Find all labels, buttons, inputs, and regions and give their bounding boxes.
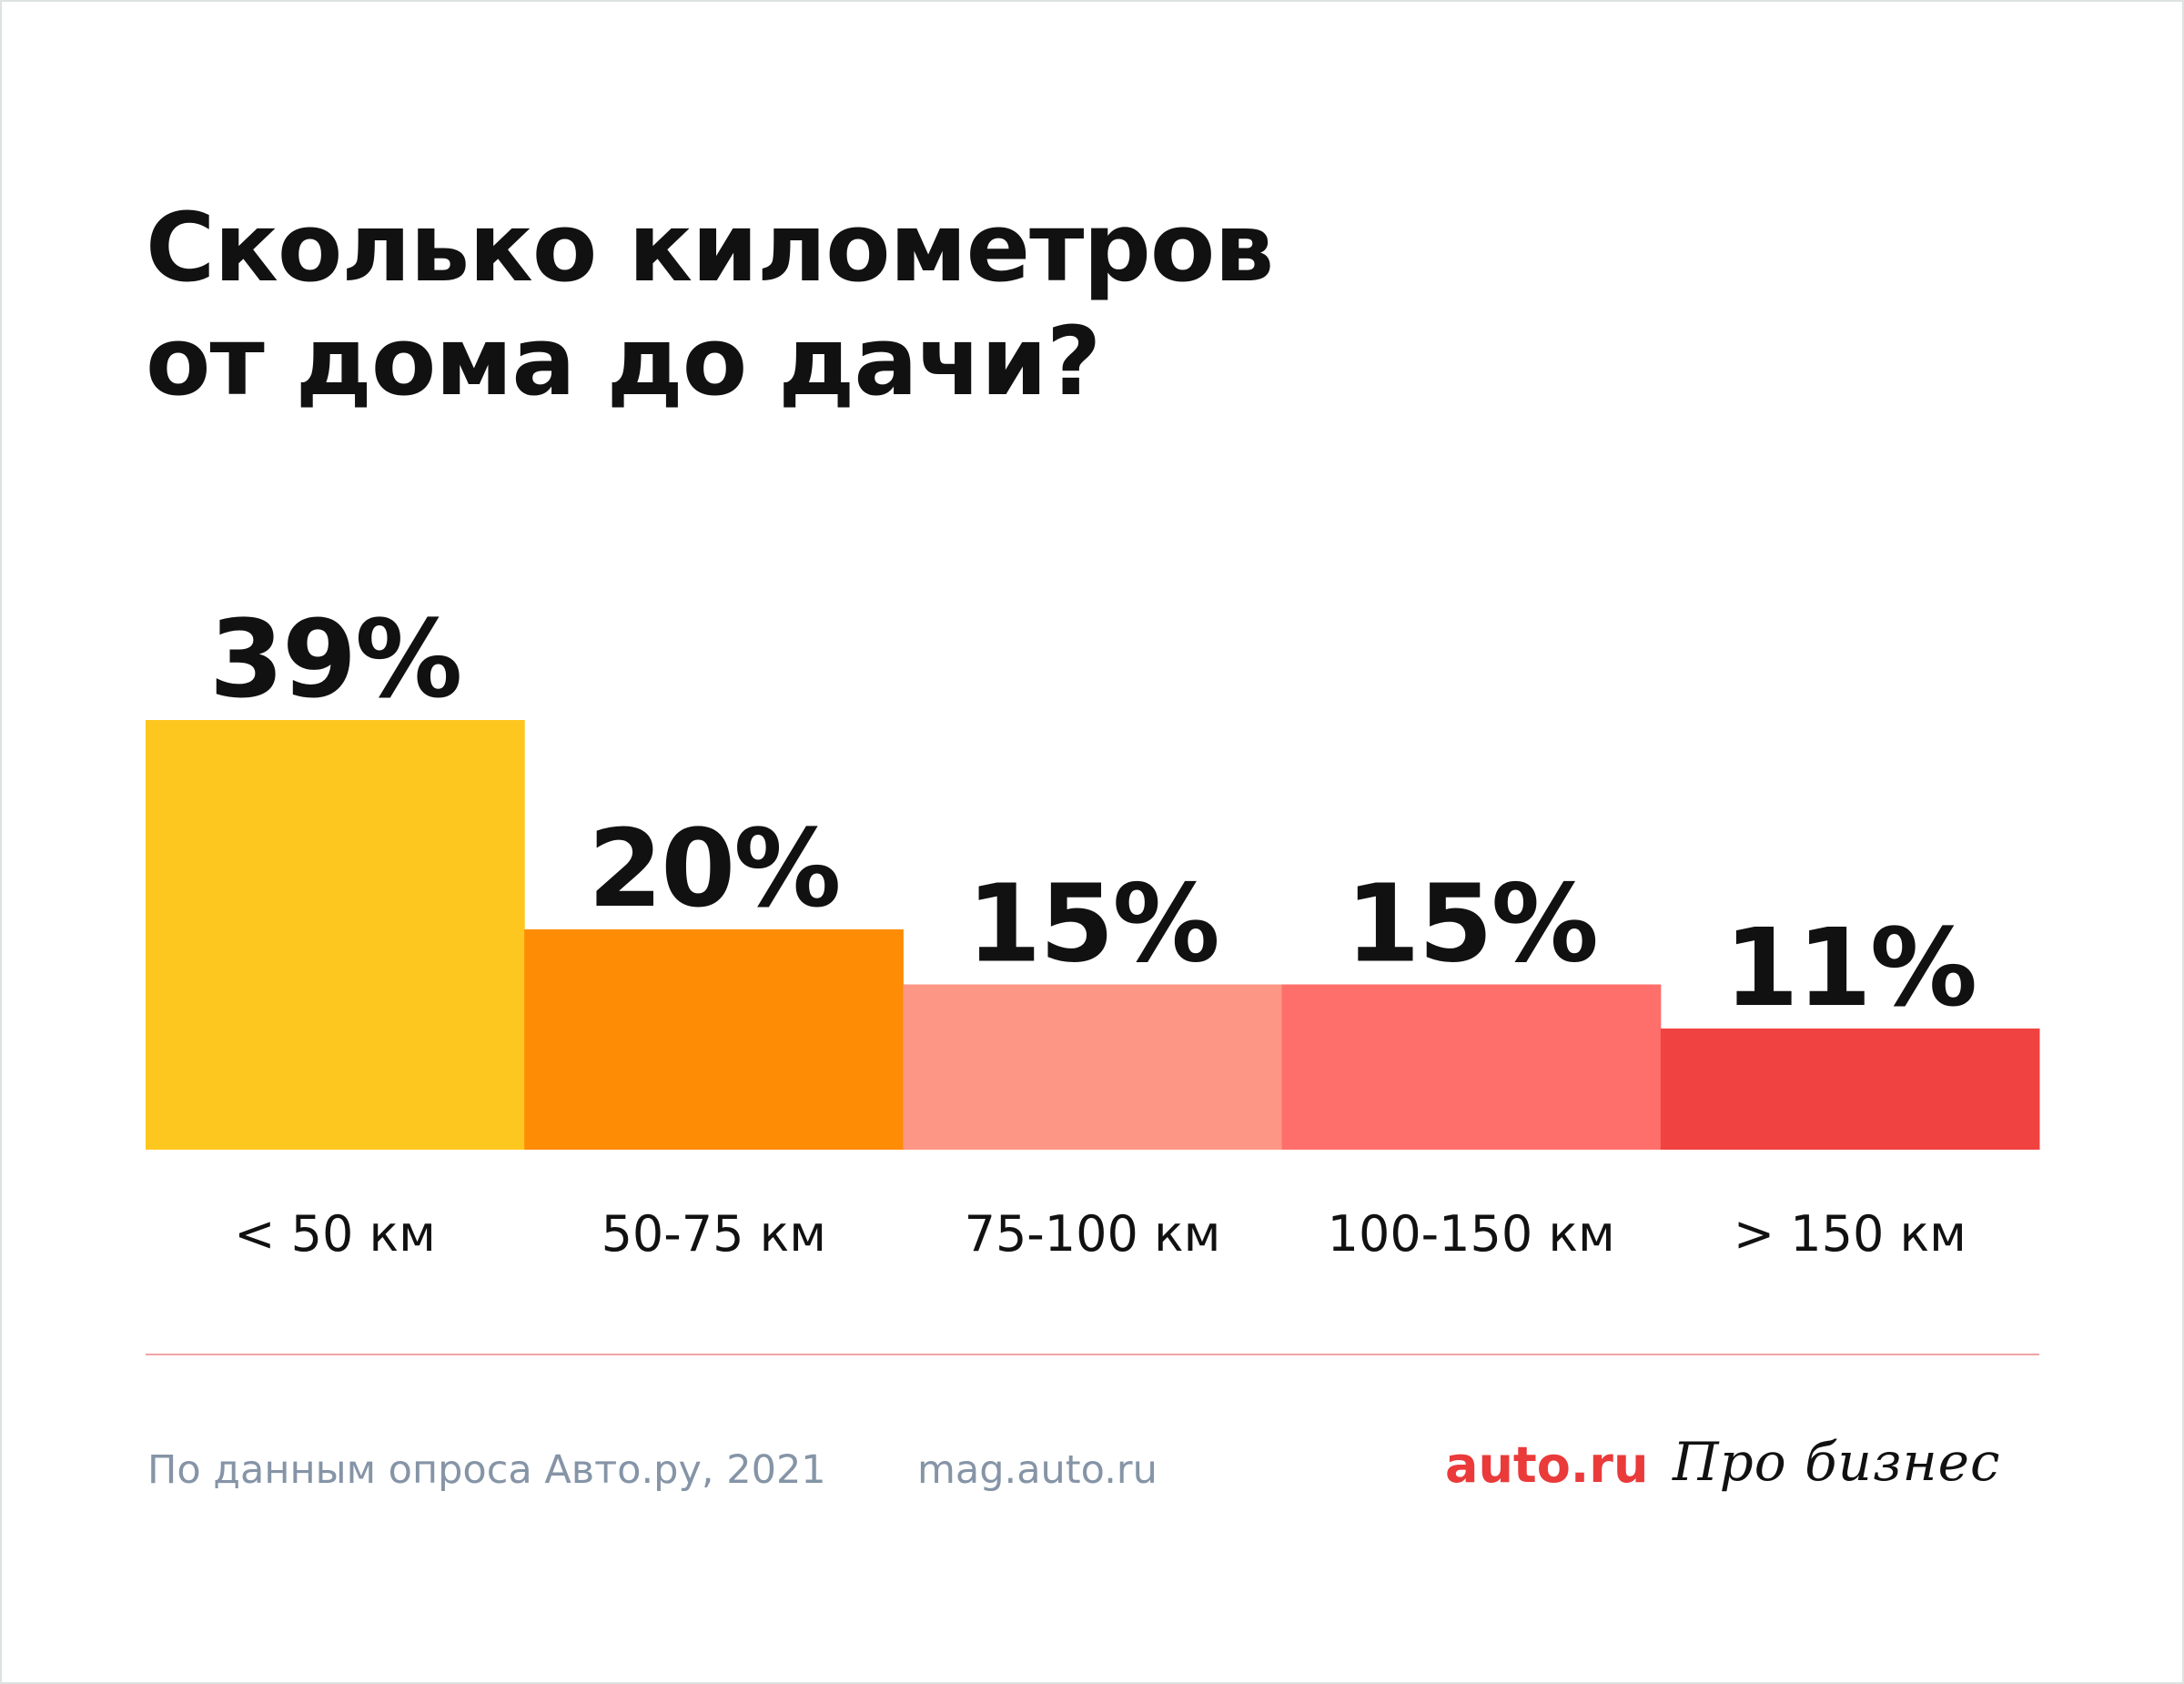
category-label-5: > 150 км	[1734, 1205, 1967, 1263]
value-label-1: 39%	[209, 596, 460, 722]
chart-title-line-1: Сколько километров	[146, 192, 1274, 303]
category-label-3: 75-100 км	[965, 1205, 1221, 1263]
chart-title: Сколько километров от дома до дачи?	[146, 191, 1784, 419]
bars-group	[146, 720, 2040, 1150]
category-labels-group: < 50 км 50-75 км 75-100 км 100-150 км > 150 …	[234, 1205, 1967, 1263]
category-label-1: < 50 км	[234, 1205, 436, 1263]
category-label-2: 50-75 км	[602, 1205, 826, 1263]
footer-divider	[146, 1354, 2039, 1355]
bar-1	[146, 720, 525, 1150]
bar-2	[524, 928, 904, 1150]
auto-ru-logo: auto.ru	[1445, 1436, 1649, 1494]
value-label-3: 15%	[966, 860, 1218, 986]
value-label-5: 11%	[1724, 905, 1976, 1030]
value-labels-group: 39% 20% 15% 15% 11%	[209, 596, 1977, 1030]
category-label-4: 100-150 км	[1328, 1205, 1615, 1263]
bar-4	[1281, 984, 1662, 1150]
chart-title-line-2: от дома до дачи?	[146, 305, 1101, 417]
bar-3	[903, 984, 1283, 1150]
pro-biznes-logo: Про бизнес	[1673, 1431, 2001, 1493]
source-note: По данным опроса Авто.ру, 2021	[147, 1447, 826, 1493]
bar-5	[1660, 1028, 2040, 1150]
site-link[interactable]: mag.auto.ru	[917, 1447, 1158, 1493]
value-label-2: 20%	[588, 806, 839, 931]
value-label-4: 15%	[1345, 860, 1596, 986]
